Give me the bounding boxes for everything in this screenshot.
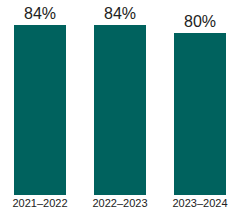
svg-text:2021–2022: 2021–2022	[12, 197, 67, 209]
svg-text:80%: 80%	[184, 13, 216, 30]
svg-text:2023–2024: 2023–2024	[172, 197, 227, 209]
svg-text:84%: 84%	[24, 5, 56, 22]
svg-text:2022–2023: 2022–2023	[92, 197, 147, 209]
svg-text:84%: 84%	[104, 5, 136, 22]
